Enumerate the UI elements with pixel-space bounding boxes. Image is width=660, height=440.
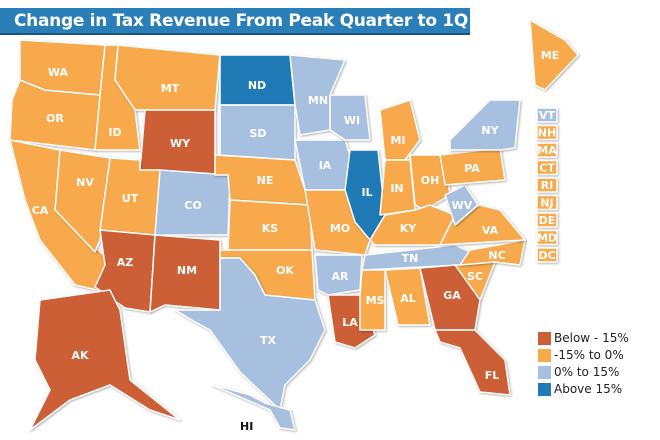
small-state-label-md: MD [537, 232, 557, 245]
small-state-label-vt: VT [539, 109, 556, 122]
small-state-label-nj: NJ [540, 197, 553, 210]
legend-label: Above 15% [554, 382, 623, 396]
state-me [529, 19, 579, 91]
state-ar [314, 254, 363, 296]
state-ak [29, 289, 181, 431]
state-label-co: CO [184, 199, 201, 212]
small-state-label-dc: DC [538, 249, 555, 262]
state-label-sd: SD [249, 127, 266, 140]
state-label-ks: KS [262, 222, 279, 235]
state-label-mi: MI [390, 134, 405, 147]
state-label-al: AL [400, 292, 416, 305]
state-label-tx: TX [260, 334, 277, 347]
state-label-or: OR [46, 112, 64, 125]
legend-item-pos: 0% to 15% [538, 364, 629, 380]
state-label-ok: OK [276, 264, 294, 277]
state-label-ky: KY [400, 222, 418, 235]
map-title: Change in Tax Revenue From Peak Quarter … [0, 8, 520, 35]
state-label-oh: OH [421, 174, 440, 187]
legend-label: 0% to 15% [554, 365, 620, 379]
state-ms [359, 269, 386, 331]
state-label-ga: GA [443, 289, 461, 302]
state-oh [409, 154, 451, 211]
state-label-in: IN [390, 182, 403, 195]
state-label-va: VA [482, 224, 499, 237]
state-label-ar: AR [332, 270, 350, 283]
state-label-nc: NC [488, 249, 505, 262]
state-label-mt: MT [161, 82, 180, 95]
small-state-label-nh: NH [538, 127, 556, 140]
legend-swatch [538, 382, 551, 396]
state-label-tn: TN [402, 252, 419, 265]
small-state-box-nh [536, 124, 558, 141]
state-ky [369, 204, 456, 246]
state-fl [434, 329, 511, 396]
small-state-label-ma: MA [537, 144, 557, 157]
state-label-mo: MO [330, 222, 350, 235]
small-state-box-md [536, 229, 558, 246]
state-tx [174, 257, 326, 411]
state-label-wv: WV [452, 199, 473, 212]
state-label-nm: NM [177, 264, 197, 277]
state-label-il: IL [361, 186, 372, 199]
small-state-label-de: DE [539, 214, 556, 227]
state-label-la: LA [342, 316, 358, 329]
state-nc [459, 239, 526, 266]
small-state-box-ri [536, 177, 558, 193]
state-label-ia: IA [319, 159, 332, 172]
state-label-mn: MN [308, 94, 328, 107]
state-hi [211, 384, 296, 431]
small-state-box-dc [536, 247, 558, 263]
state-wv [444, 184, 479, 226]
state-wi [329, 94, 371, 141]
state-label-ny: NY [481, 124, 499, 137]
legend-swatch [538, 365, 551, 379]
state-label-hi: HI [240, 420, 254, 433]
state-label-ne: NE [257, 174, 274, 187]
state-label-me: ME [541, 49, 559, 62]
legend-label: -15% to 0% [554, 348, 624, 362]
legend-swatch [538, 348, 551, 362]
state-label-wy: WY [170, 137, 191, 150]
small-state-box-nj [536, 194, 558, 211]
small-state-label-ri: RI [541, 179, 554, 192]
state-label-fl: FL [485, 369, 500, 382]
state-label-wi: WI [344, 114, 360, 127]
legend-item-neg: -15% to 0% [538, 347, 629, 363]
state-nm [149, 234, 221, 313]
state-label-ca: CA [32, 204, 49, 217]
small-state-box-ma [536, 142, 558, 158]
state-label-id: ID [108, 126, 121, 139]
state-label-ut: UT [122, 192, 139, 205]
legend-label: Below - 15% [554, 331, 629, 345]
legend-item-below: Below - 15% [538, 330, 629, 346]
state-ga [419, 264, 481, 331]
legend: Below - 15% -15% to 0% 0% to 15% Above 1… [538, 330, 629, 398]
state-label-nv: NV [76, 176, 94, 189]
state-nv [54, 149, 111, 253]
small-state-box-ct [536, 159, 558, 176]
state-label-nd: ND [248, 79, 266, 92]
legend-swatch [538, 331, 551, 345]
state-label-ak: AK [71, 349, 89, 362]
state-label-az: AZ [117, 256, 134, 269]
state-label-ms: MS [366, 294, 385, 307]
state-al [384, 267, 431, 326]
state-mt [114, 44, 221, 111]
state-mi [379, 99, 421, 161]
legend-item-above: Above 15% [538, 381, 629, 397]
small-state-box-de [536, 212, 558, 228]
state-label-wa: WA [48, 66, 69, 79]
small-state-box-vt [536, 107, 558, 123]
state-label-pa: PA [464, 162, 480, 175]
small-state-label-ct: CT [539, 162, 555, 175]
state-ny [449, 99, 521, 151]
state-label-sc: SC [467, 270, 483, 283]
